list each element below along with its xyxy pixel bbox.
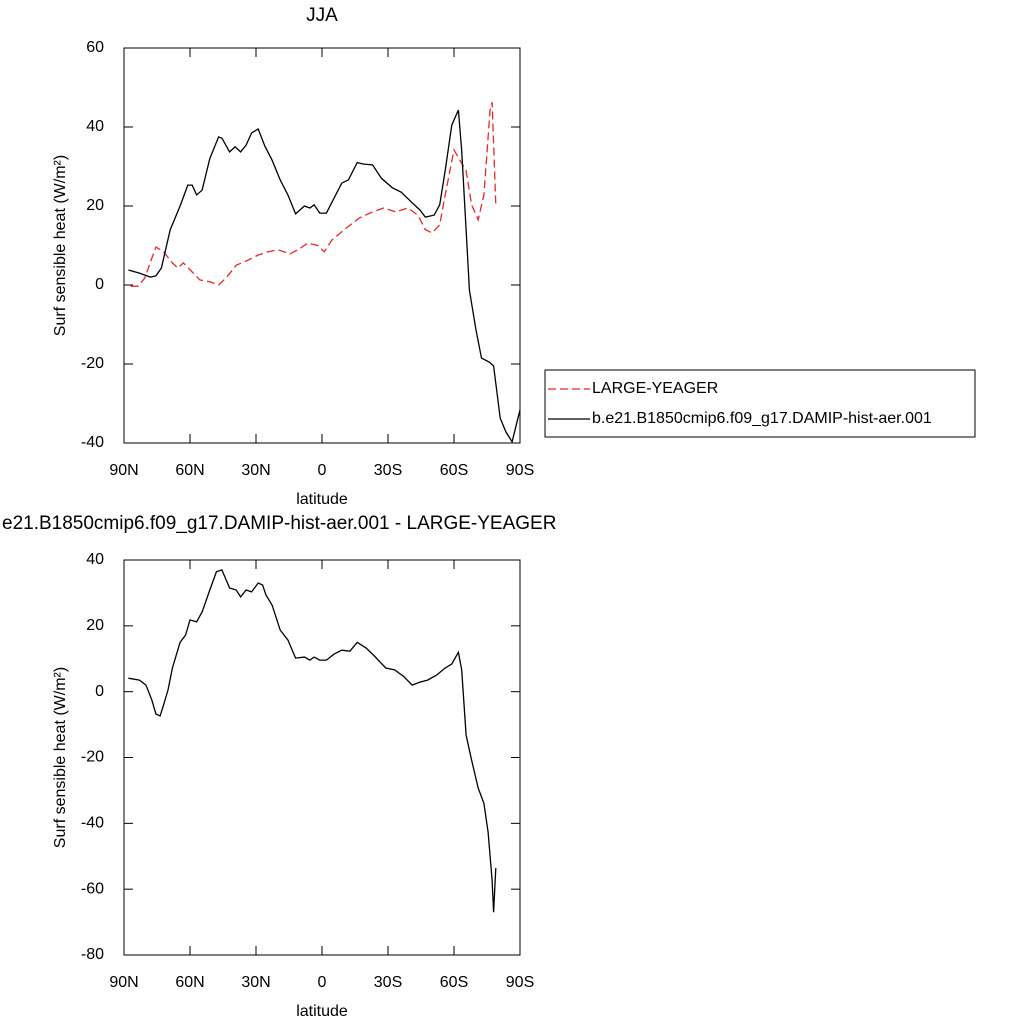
x-tick-label: 90N — [109, 462, 138, 479]
series-line — [128, 109, 521, 444]
x-tick-label: 90N — [109, 974, 138, 991]
x-tick-label: 60N — [175, 462, 204, 479]
legend-box — [544, 369, 976, 438]
x-tick-label: 60N — [175, 974, 204, 991]
x-tick-label: 0 — [318, 462, 327, 479]
y-tick-label: 20 — [86, 197, 104, 214]
y-tick-label: -60 — [81, 880, 104, 897]
plot-frame — [123, 47, 521, 444]
y-tick-label: 0 — [95, 683, 104, 700]
y-tick-label: 40 — [86, 551, 104, 568]
x-tick-label: 90S — [506, 974, 534, 991]
x-tick-label: 0 — [318, 974, 327, 991]
series-line — [130, 101, 497, 287]
plot-frame — [123, 559, 521, 956]
y-tick-label: -40 — [81, 815, 104, 832]
x-tick-label: 30N — [241, 462, 270, 479]
chart-title: JJA — [306, 5, 338, 26]
x-tick-label: 30S — [374, 462, 402, 479]
chart-title: e21.B1850cmip6.f09_g17.DAMIP-hist-aer.00… — [2, 513, 556, 534]
series-line — [128, 569, 497, 913]
y-tick-label: -20 — [81, 355, 104, 372]
x-axis-label: latitude — [296, 1003, 348, 1020]
y-axis-label: Surf sensible heat (W/m²) — [52, 667, 69, 848]
y-tick-label: 20 — [86, 617, 104, 634]
y-tick-label: 60 — [86, 39, 104, 56]
x-tick-label: 90S — [506, 462, 534, 479]
y-axis-label: Surf sensible heat (W/m²) — [52, 155, 69, 336]
x-tick-label: 60S — [440, 974, 468, 991]
y-tick-label: -40 — [81, 434, 104, 451]
y-tick-label: -80 — [81, 946, 104, 963]
legend-label: LARGE-YEAGER — [592, 380, 718, 397]
y-tick-label: -20 — [81, 749, 104, 766]
legend-label: b.e21.B1850cmip6.f09_g17.DAMIP-hist-aer.… — [592, 410, 932, 427]
y-tick-label: 40 — [86, 118, 104, 135]
x-tick-label: 60S — [440, 462, 468, 479]
x-tick-label: 30S — [374, 974, 402, 991]
y-tick-label: 0 — [95, 276, 104, 293]
x-tick-label: 30N — [241, 974, 270, 991]
x-axis-label: latitude — [296, 491, 348, 508]
